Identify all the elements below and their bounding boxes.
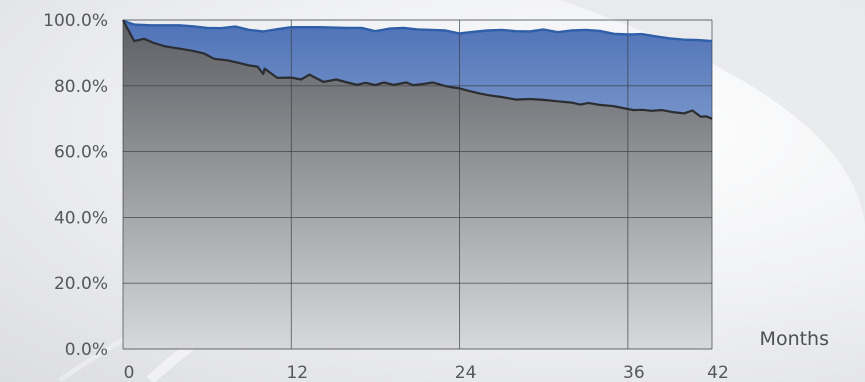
x-tick-label: 36 xyxy=(623,363,645,382)
series-lines xyxy=(122,19,713,120)
y-tick-label: 60.0% xyxy=(54,143,108,163)
background-swoosh xyxy=(560,0,865,260)
x-tick-label: 24 xyxy=(455,363,477,382)
lower-series-line xyxy=(122,19,713,120)
x-axis-ticks: 0 12 24 36 42 xyxy=(124,363,729,382)
x-axis-title: Months xyxy=(760,328,829,350)
series-areas xyxy=(123,20,712,349)
y-tick-label: 80.0% xyxy=(54,77,108,97)
x-tick-label: 12 xyxy=(286,363,308,382)
gridlines xyxy=(122,19,713,350)
y-tick-label: 40.0% xyxy=(54,208,108,228)
y-axis-ticks: 0.0% 20.0% 40.0% 60.0% 80.0% 100.0% xyxy=(43,11,108,360)
upper-series-line xyxy=(122,19,713,43)
y-tick-label: 0.0% xyxy=(65,340,108,360)
x-tick-label: 0 xyxy=(124,363,135,382)
y-tick-label: 20.0% xyxy=(54,274,108,294)
x-tick-label: 42 xyxy=(707,363,729,382)
y-tick-label: 100.0% xyxy=(43,11,108,31)
